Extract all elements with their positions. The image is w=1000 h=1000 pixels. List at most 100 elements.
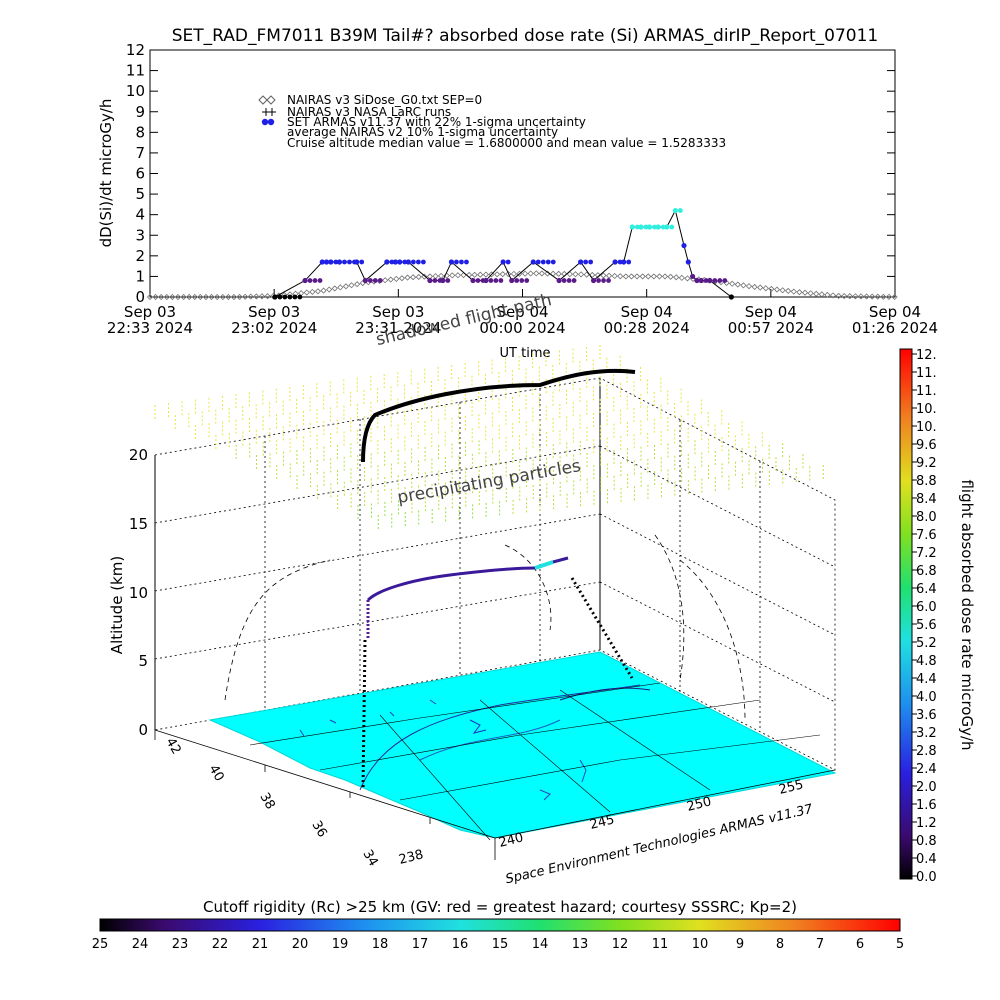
y-tick-label: 4 xyxy=(135,206,145,224)
armas-point xyxy=(664,224,670,230)
nairas-point xyxy=(773,286,781,293)
nairas-point xyxy=(673,274,680,281)
armas-point xyxy=(493,278,499,283)
armas-point xyxy=(571,278,577,283)
armas-point xyxy=(540,259,546,265)
armas-point xyxy=(588,259,594,265)
nairas-point xyxy=(757,284,764,291)
z-axis-label: Altitude (km) xyxy=(108,556,126,654)
colorbar-tick-label: 4.8 xyxy=(916,654,937,669)
colorbar-tick-label: 3.6 xyxy=(916,708,937,723)
y-tick-label: 8 xyxy=(135,123,145,141)
rigidity-tick-label: 6 xyxy=(856,937,864,952)
rigidity-tick-label: 21 xyxy=(252,937,269,952)
z-tick: 20 xyxy=(129,446,148,464)
colorbar-tick-label: 2.0 xyxy=(916,780,937,795)
nairas-point xyxy=(852,293,859,300)
nairas-point xyxy=(572,271,579,278)
nairas-point xyxy=(393,275,400,282)
armas-point xyxy=(514,278,520,283)
rigidity-tick-label: 12 xyxy=(612,937,629,952)
armas-point xyxy=(561,278,567,283)
nairas-point xyxy=(617,273,624,280)
nairas-point xyxy=(488,271,495,278)
colorbar-tick-label: 9.6 xyxy=(916,438,937,453)
nairas-point xyxy=(264,293,271,300)
rigidity-colorbar xyxy=(99,918,901,932)
armas-point xyxy=(698,277,704,284)
armas-point xyxy=(694,277,700,284)
y-axis-label: dD(Si)/dt microGy/h xyxy=(97,99,115,248)
colorbar-tick-label: 6.0 xyxy=(916,600,937,615)
nairas-point xyxy=(622,273,629,280)
armas-point xyxy=(583,259,589,265)
nairas-point xyxy=(505,270,512,278)
armas-point xyxy=(634,224,640,230)
rigidity-tick-label: 22 xyxy=(212,937,229,952)
armas-point xyxy=(707,277,713,284)
armas-point xyxy=(397,259,403,265)
nairas-point xyxy=(522,270,529,277)
armas-point xyxy=(448,259,455,265)
nairas-point xyxy=(421,273,428,280)
rigidity-tick-label: 9 xyxy=(736,937,744,952)
nairas-point xyxy=(326,286,333,293)
armas-point xyxy=(292,294,298,300)
nairas-point xyxy=(191,293,198,301)
rigidity-ticks: 25 24 23 22 21 20 19 18 17 16 15 14 13 12 11 10 9 8 7 6 5 xyxy=(92,937,904,952)
nairas-point xyxy=(807,290,814,297)
x-tick-label: 23:31 2024 xyxy=(355,319,441,337)
x-axis-label: UT time xyxy=(500,346,551,361)
rigidity-tick-label: 17 xyxy=(412,937,429,952)
nairas-point xyxy=(628,273,635,280)
nairas-point xyxy=(527,270,534,277)
armas-point xyxy=(333,259,339,265)
front-grid xyxy=(154,729,836,860)
x-tick-label: Sep 03 xyxy=(372,303,424,321)
nairas-point xyxy=(471,271,478,278)
armas-point xyxy=(596,278,601,283)
armas-point xyxy=(317,278,323,283)
x-tick-label: 23:02 2024 xyxy=(231,319,317,337)
rigidity-tick-label: 5 xyxy=(896,937,904,952)
shadow-arcs xyxy=(224,534,746,721)
y-tick-label: 1 xyxy=(135,267,145,285)
armas-point xyxy=(681,242,687,249)
rigidity-tick-label: 25 xyxy=(92,937,109,952)
armas-point xyxy=(459,259,464,265)
nairas-point xyxy=(538,270,545,277)
nairas-point xyxy=(880,293,887,300)
armas-point xyxy=(606,278,611,283)
nairas-point xyxy=(885,293,893,300)
armas-point xyxy=(483,277,489,284)
colorbar-tick-label: 4.0 xyxy=(916,690,937,705)
rigidity-tick-label: 19 xyxy=(332,937,349,952)
nairas-point xyxy=(605,272,613,279)
nairas-point xyxy=(494,271,501,278)
nairas-point xyxy=(303,289,310,296)
armas-point xyxy=(655,224,661,230)
armas-point xyxy=(519,278,525,283)
x-tick-label: Sep 04 xyxy=(745,303,797,321)
armas-point xyxy=(669,224,675,230)
nairas-point xyxy=(236,293,243,300)
lat-tick: 34 xyxy=(359,847,380,869)
nairas-point xyxy=(342,283,350,290)
armas-point xyxy=(432,278,438,283)
lat-tick: 42 xyxy=(162,735,183,757)
back-wall-grid xyxy=(154,377,836,771)
nairas-point xyxy=(544,270,551,277)
nairas-point xyxy=(533,270,540,277)
precipitating-particles xyxy=(154,345,824,529)
annotation-precipitating-particles: precipitating particles xyxy=(396,456,583,508)
armas-point xyxy=(535,259,541,265)
ground-map xyxy=(208,651,837,839)
armas-point xyxy=(550,259,556,265)
armas-point xyxy=(410,259,416,265)
armas-point xyxy=(626,259,632,265)
rigidity-tick-label: 10 xyxy=(692,937,709,952)
armas-point xyxy=(646,224,653,230)
colorbar-tick-label: 12. xyxy=(916,348,937,363)
nairas-point xyxy=(824,291,831,298)
